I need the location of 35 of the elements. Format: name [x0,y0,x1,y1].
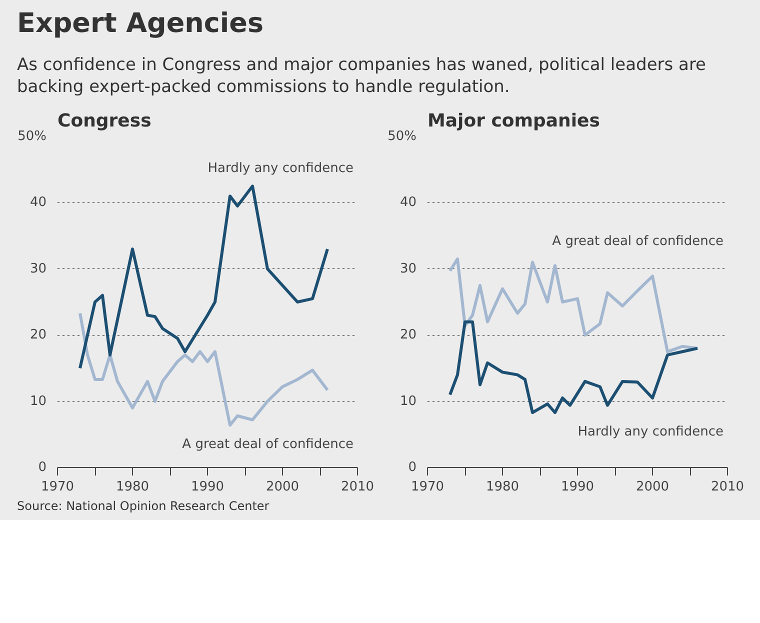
y-tick-label: 50% [388,128,417,144]
x-tick-label: 2000 [266,479,300,494]
y-tick-label: 20 [30,327,47,342]
text: As confidence in Congress and major companies has waned, political leaders are backing expert-packed commissions to handle regulation. [17,54,708,98]
y-tick-label: 50% [18,128,47,144]
series-label: A great deal of confidence [552,234,724,249]
x-tick-label: 1980 [486,479,520,494]
y-tick-label: 10 [400,394,417,409]
line-series [78,312,329,426]
x-tick-label: 2010 [340,479,374,494]
line-series [448,320,699,414]
x-tick-label: 1970 [40,479,74,494]
y-tick-label: 20 [400,327,417,342]
y-tick-label: 40 [400,194,417,210]
y-tick-label: 40 [30,194,47,210]
x-tick-label: 1990 [190,479,224,494]
text: Expert Agencies [17,8,264,39]
source-note: Source: National Opinion Research Center [17,498,270,515]
text: A great deal of confidence [182,436,354,452]
x-tick-label: 1990 [560,479,594,494]
x-tick-label: 1980 [116,479,150,494]
line-series [448,257,699,353]
x-tick-label: 2000 [636,479,670,494]
y-tick-label: 0 [408,460,417,475]
chart-title: Major companies [428,110,600,132]
y-tick-label: 30 [400,261,417,276]
x-tick-label: 2010 [710,479,744,494]
y-tick-label: 30 [30,261,47,276]
text: Hardly any confidence [208,160,354,176]
line-series [78,184,329,370]
series-label: Hardly any confidence [578,424,724,440]
y-tick-label: 0 [38,460,47,475]
y-tick-label: 10 [30,394,47,409]
chart-title: Congress [58,110,152,132]
x-tick-label: 1970 [410,479,444,494]
